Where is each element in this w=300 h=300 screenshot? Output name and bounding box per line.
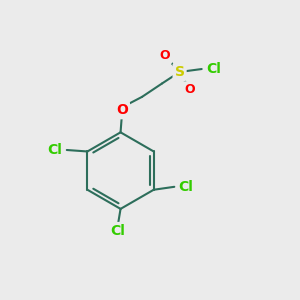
Text: S: S [175,65,184,79]
Text: Cl: Cl [179,180,194,194]
Text: O: O [184,83,195,96]
Text: Cl: Cl [206,62,221,76]
Text: O: O [160,49,170,62]
Text: O: O [116,103,128,117]
Text: Cl: Cl [110,224,125,238]
Text: Cl: Cl [47,143,62,157]
